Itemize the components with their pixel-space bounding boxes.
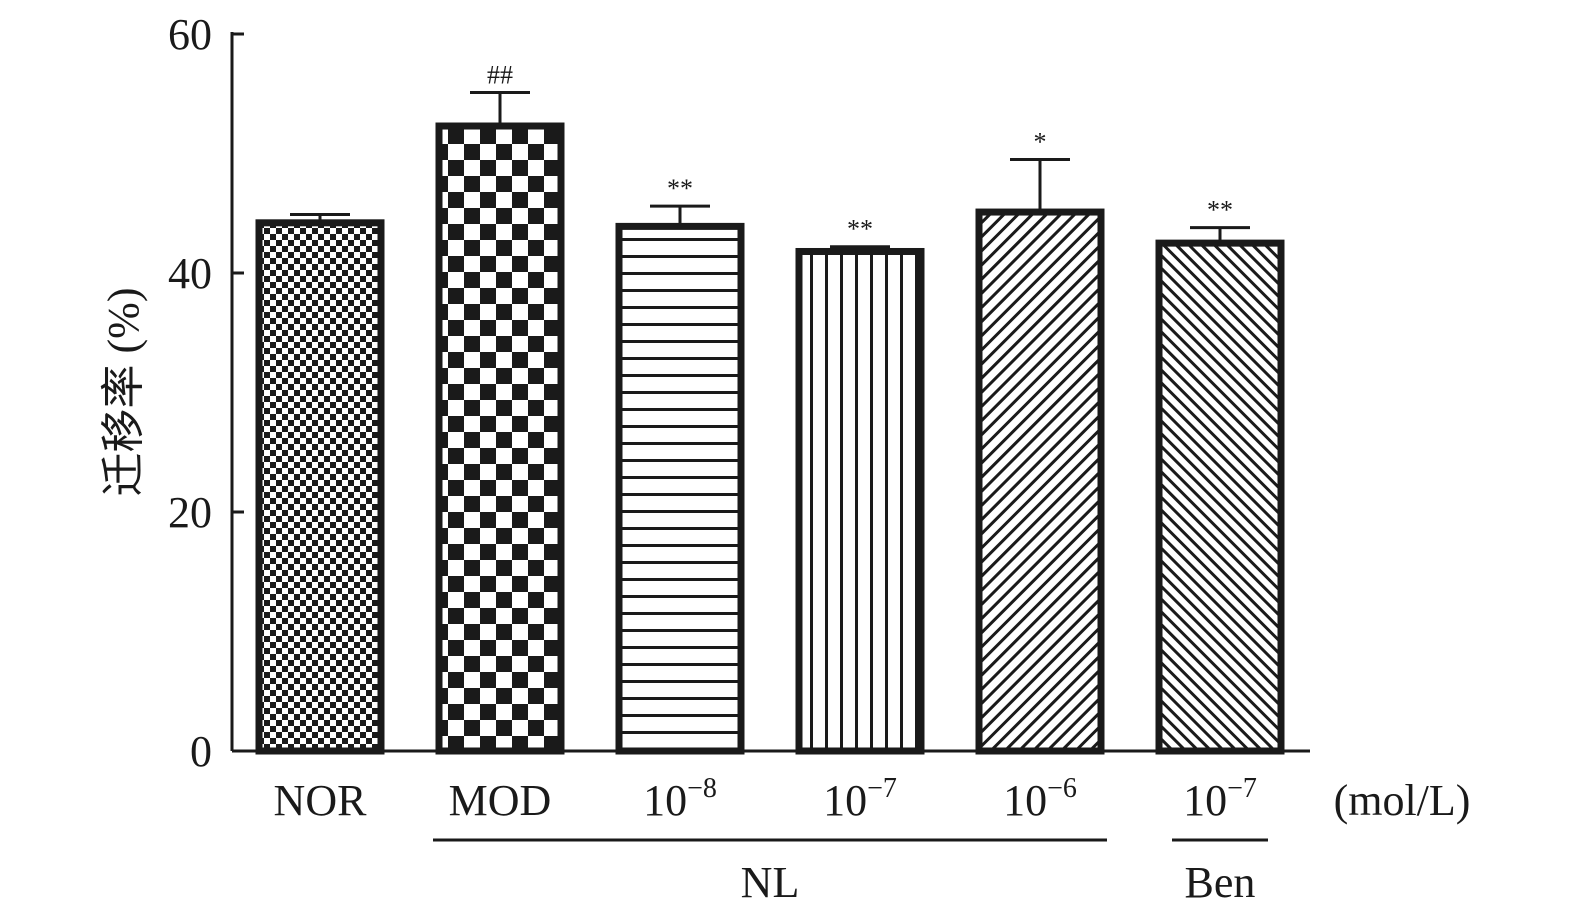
category-label: 10−8 — [643, 773, 717, 825]
y-tick-label: 0 — [190, 727, 212, 776]
y-tick-label: 40 — [168, 249, 212, 298]
bar — [615, 222, 745, 755]
group-label: NL — [741, 858, 800, 907]
group-label: Ben — [1185, 858, 1256, 907]
y-tick-label: 20 — [168, 488, 212, 537]
category-label: 10−7 — [823, 773, 897, 825]
bar — [1155, 239, 1285, 755]
bar — [255, 219, 385, 755]
plot-area: 0 20 40 60 NOR ## MOD ** 10−8 ** 10−7 * 10−6 ** 10−7 (m… — [168, 10, 1470, 907]
significance-label: ** — [667, 174, 693, 203]
y-tick-label: 60 — [168, 10, 212, 59]
category-label: 10−7 — [1183, 773, 1257, 825]
unit-label: (mol/L) — [1334, 776, 1471, 825]
bar — [435, 122, 565, 755]
category-label: 10−6 — [1003, 773, 1077, 825]
bar — [975, 208, 1105, 755]
category-label: NOR — [274, 776, 368, 825]
y-axis-title: 迁移率 (%) — [99, 288, 148, 497]
category-label: MOD — [449, 776, 552, 825]
significance-label: ** — [847, 215, 873, 244]
significance-label: ## — [487, 61, 513, 90]
significance-label: ** — [1207, 196, 1233, 225]
bar — [795, 247, 925, 755]
significance-label: * — [1034, 127, 1047, 156]
y-axis-label: 迁移率 (%) — [99, 288, 148, 497]
